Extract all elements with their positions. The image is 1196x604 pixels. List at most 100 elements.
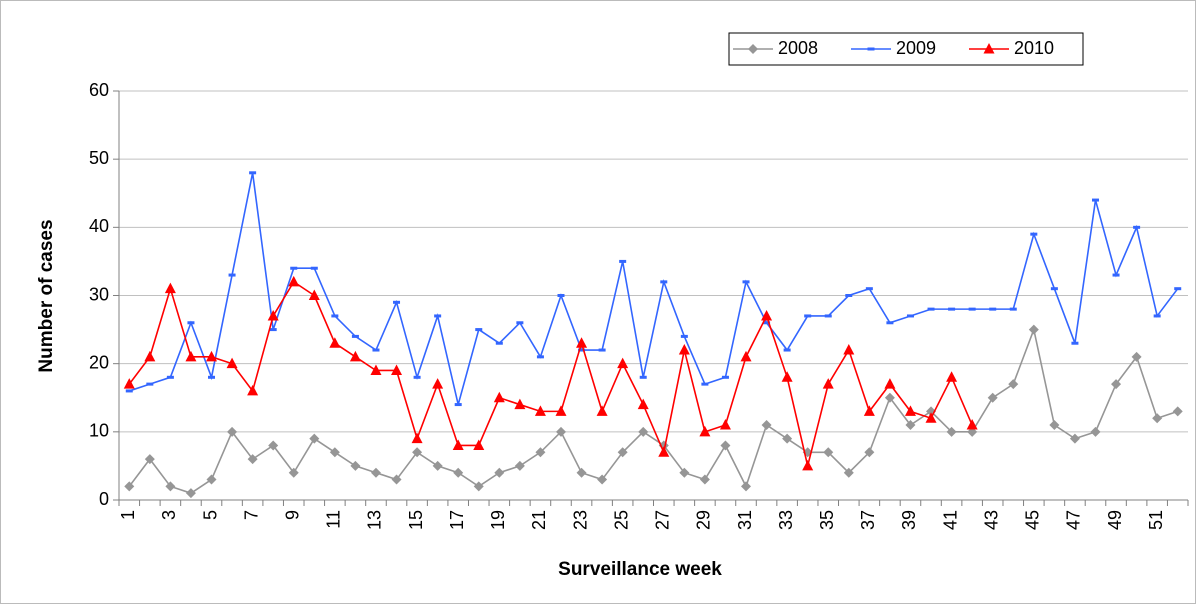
point-marker <box>432 378 444 389</box>
point-marker <box>247 384 259 396</box>
point-marker <box>1028 324 1039 335</box>
point-marker <box>865 287 873 291</box>
point-marker <box>864 447 875 458</box>
point-marker <box>165 481 176 492</box>
point-marker <box>721 375 729 379</box>
point-marker <box>411 432 423 444</box>
point-marker <box>658 446 670 457</box>
point-marker <box>434 314 442 318</box>
point-marker <box>309 433 320 444</box>
point-marker <box>123 378 135 389</box>
point-marker <box>331 314 339 318</box>
point-marker <box>267 309 279 321</box>
point-marker <box>228 273 236 277</box>
point-marker <box>393 300 401 304</box>
point-marker <box>185 350 197 362</box>
point-marker <box>269 328 277 332</box>
series-line <box>128 280 973 467</box>
x-tick-label: 33 <box>776 510 796 530</box>
point-marker <box>968 307 976 311</box>
point-marker <box>125 389 133 393</box>
point-marker <box>452 439 464 450</box>
point-marker <box>576 337 588 348</box>
point-marker <box>845 294 853 297</box>
point-marker <box>946 371 958 382</box>
point-marker <box>742 280 750 284</box>
point-marker <box>987 392 998 403</box>
point-marker <box>555 405 567 416</box>
x-tick-label: 5 <box>200 510 220 520</box>
point-marker <box>781 371 793 382</box>
point-marker <box>351 334 359 338</box>
point-marker <box>349 350 361 362</box>
legend-label: 2008 <box>778 38 818 58</box>
point-marker <box>617 357 629 369</box>
point-marker <box>268 440 279 451</box>
point-marker <box>1174 287 1182 291</box>
point-marker <box>905 420 916 431</box>
x-tick-label: 43 <box>981 510 1001 530</box>
x-tick-label: 9 <box>282 510 302 520</box>
legend-label: 2010 <box>1014 38 1054 58</box>
x-tick-label: 3 <box>159 510 179 520</box>
point-marker <box>514 460 525 471</box>
point-marker <box>1008 379 1019 390</box>
x-tick-label: 37 <box>858 510 878 530</box>
x-tick-label: 35 <box>817 510 837 530</box>
point-marker <box>863 405 875 416</box>
point-marker <box>146 382 154 386</box>
point-marker <box>886 321 894 325</box>
point-marker <box>1069 433 1080 444</box>
point-marker <box>350 460 361 471</box>
x-tick-label: 41 <box>940 510 960 530</box>
point-marker <box>802 459 814 471</box>
point-marker <box>680 334 688 338</box>
point-marker <box>370 364 382 375</box>
x-tick-label: 21 <box>529 510 549 530</box>
point-marker <box>804 314 812 318</box>
point-marker <box>495 341 503 345</box>
point-marker <box>1091 198 1099 202</box>
point-marker <box>227 426 238 437</box>
point-marker <box>1131 351 1142 362</box>
point-marker <box>720 440 731 451</box>
point-marker <box>247 454 258 465</box>
point-marker <box>946 426 957 437</box>
x-tick-label: 13 <box>365 510 385 530</box>
y-tick-label: 50 <box>89 148 109 168</box>
point-marker <box>310 266 318 270</box>
series <box>123 275 978 471</box>
point-marker <box>761 420 772 431</box>
point-marker <box>906 314 914 318</box>
point-marker <box>329 447 340 458</box>
point-marker <box>843 344 855 355</box>
x-tick-label: 39 <box>899 510 919 530</box>
legend-box <box>728 32 1084 66</box>
point-marker <box>763 321 771 325</box>
point-marker <box>761 309 773 321</box>
x-tick-label: 7 <box>241 510 261 520</box>
point-marker <box>249 171 257 175</box>
point-marker <box>782 433 793 444</box>
point-marker <box>679 467 690 478</box>
point-marker <box>473 439 485 450</box>
point-marker <box>822 378 834 389</box>
point-marker <box>741 481 752 492</box>
x-tick-label: 17 <box>447 510 467 530</box>
point-marker <box>206 474 217 485</box>
point-marker <box>701 382 709 386</box>
point-marker <box>884 378 896 389</box>
x-tick-label: 27 <box>653 510 673 530</box>
point-marker <box>413 375 421 379</box>
point-marker <box>473 481 484 492</box>
point-marker <box>823 447 834 458</box>
point-marker <box>1071 341 1079 345</box>
point-marker <box>166 375 174 379</box>
point-marker <box>597 474 608 485</box>
point-marker <box>475 328 483 332</box>
x-axis-title: Surveillance week <box>558 559 722 580</box>
x-tick-label: 45 <box>1023 510 1043 530</box>
x-tick-label: 49 <box>1105 510 1125 530</box>
point-marker <box>660 280 668 284</box>
